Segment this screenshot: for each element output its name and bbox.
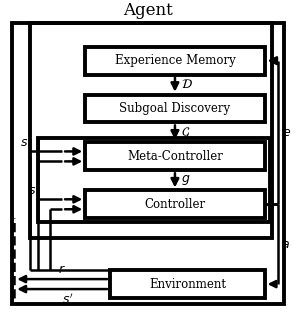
Text: $\mathcal{D}$: $\mathcal{D}$ <box>181 78 193 91</box>
Text: Controller: Controller <box>144 198 205 211</box>
Bar <box>110 270 265 298</box>
Bar <box>85 142 265 170</box>
Text: Subgoal Discovery: Subgoal Discovery <box>119 102 231 115</box>
Bar <box>12 23 284 304</box>
Text: $r$: $r$ <box>58 263 66 276</box>
Text: Experience Memory: Experience Memory <box>115 54 235 67</box>
Text: $s$: $s$ <box>20 136 28 149</box>
Bar <box>85 190 265 218</box>
Text: $s'$: $s'$ <box>62 292 73 307</box>
Bar <box>85 94 265 122</box>
Text: Meta-Controller: Meta-Controller <box>127 150 223 163</box>
Text: Agent: Agent <box>123 2 173 19</box>
Text: Environment: Environment <box>149 278 226 291</box>
Text: $s$: $s$ <box>28 184 36 197</box>
Bar <box>30 23 272 238</box>
Text: $a$: $a$ <box>281 238 289 251</box>
Text: $\mathcal{G}$: $\mathcal{G}$ <box>181 125 190 140</box>
Text: $e$: $e$ <box>282 126 291 139</box>
Bar <box>85 47 265 75</box>
Bar <box>38 138 270 222</box>
Text: $g$: $g$ <box>181 173 190 187</box>
